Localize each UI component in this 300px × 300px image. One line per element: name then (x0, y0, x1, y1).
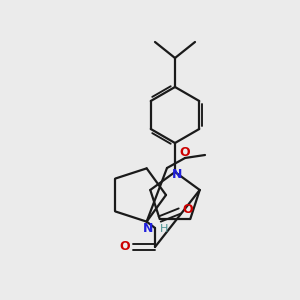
Text: O: O (182, 202, 193, 215)
Text: H: H (160, 224, 168, 234)
Text: O: O (180, 146, 190, 160)
Text: O: O (120, 241, 130, 254)
Text: N: N (142, 223, 153, 236)
Text: N: N (172, 167, 182, 181)
